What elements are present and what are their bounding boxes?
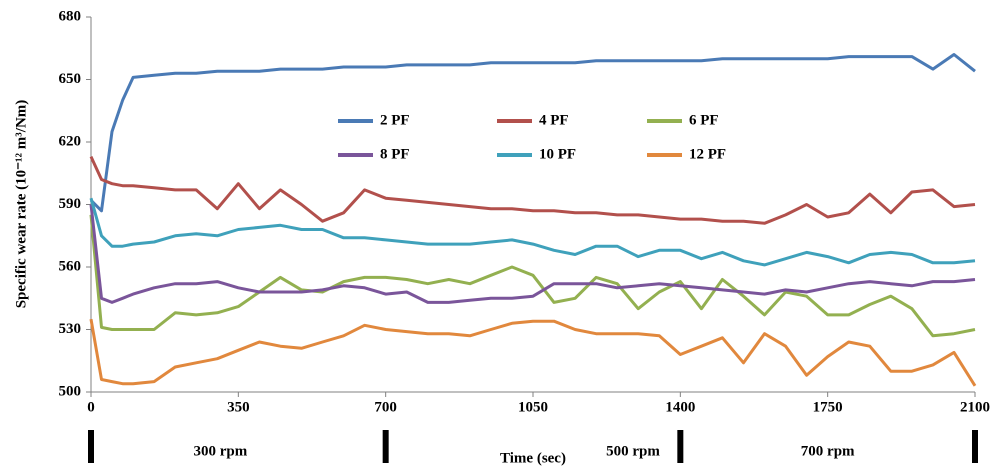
legend-label: 8 PF — [380, 146, 410, 162]
series-line — [89, 197, 976, 267]
x-tick-label: 350 — [227, 399, 250, 415]
series-line — [89, 318, 977, 387]
x-tick-label: 0 — [87, 399, 95, 415]
legend-label: 10 PF — [539, 146, 576, 162]
y-tick-label: 680 — [59, 8, 82, 24]
legend-label: 2 PF — [380, 112, 410, 128]
series-line — [89, 53, 976, 213]
y-tick-label: 560 — [59, 258, 82, 274]
segment-marker — [382, 430, 389, 463]
segment-label: 500 rpm — [606, 443, 660, 459]
x-tick-label: 1750 — [813, 399, 843, 415]
x-tick-label: 1050 — [518, 399, 548, 415]
x-tick-label: 1400 — [665, 399, 695, 415]
series-line — [89, 214, 976, 338]
y-axis-title: Specific wear rate (10⁻¹² m³/Nm) — [13, 100, 29, 309]
x-tick-label: 700 — [374, 399, 397, 415]
x-tick-label: 2100 — [960, 399, 990, 415]
segment-marker — [88, 430, 94, 463]
segment-label: 700 rpm — [801, 443, 855, 459]
y-tick-label: 500 — [59, 383, 82, 399]
y-tick-label: 650 — [59, 71, 82, 87]
series-line — [89, 155, 976, 225]
x-axis-title: Time (sec) — [500, 450, 566, 466]
series-line — [89, 204, 976, 304]
segment-marker — [677, 430, 684, 463]
legend-label: 4 PF — [539, 112, 569, 128]
y-tick-label: 620 — [59, 133, 82, 149]
segment-marker — [972, 430, 978, 463]
y-tick-label: 530 — [59, 321, 82, 337]
segment-label: 300 rpm — [193, 443, 247, 459]
y-tick-label: 590 — [59, 196, 82, 212]
legend-label: 12 PF — [689, 146, 726, 162]
legend-label: 6 PF — [689, 112, 719, 128]
